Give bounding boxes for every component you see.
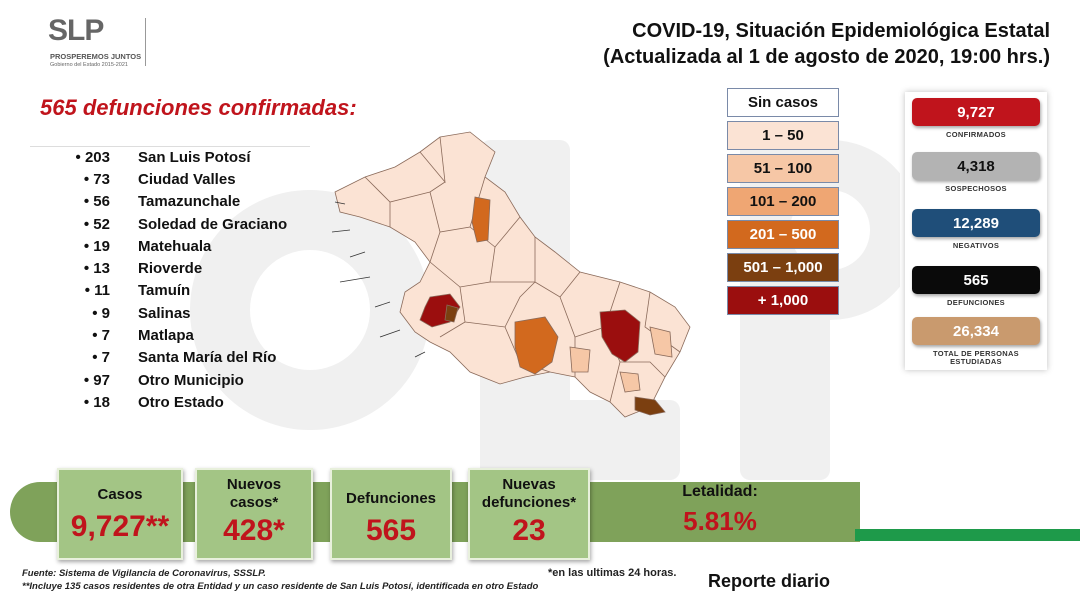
- municipality-name: Tamazunchale: [138, 193, 241, 211]
- list-item: • 9 Salinas: [30, 302, 310, 324]
- death-count: • 13: [83, 260, 110, 278]
- card-nuevas-defunciones-value: 23: [512, 514, 546, 547]
- logo-slogan: PROSPEREMOS JUNTOS: [50, 52, 142, 61]
- card-nuevas-defunciones-label-1: Nuevas: [502, 476, 556, 493]
- municipality-name: Tamuín: [138, 282, 191, 300]
- death-count: • 97: [83, 371, 110, 389]
- card-defunciones: Defunciones 565: [330, 468, 452, 560]
- death-count: • 56: [83, 193, 110, 211]
- municipality-name: Rioverde: [138, 260, 203, 278]
- stat-block: 26,334 TOTAL DE PERSONAS ESTUDIADAS: [912, 317, 1040, 366]
- list-item: • 11 Tamuín: [30, 280, 310, 302]
- list-item: • 7 Santa María del Río: [30, 347, 310, 369]
- stat-label: NEGATIVOS: [952, 241, 1000, 250]
- stat-block: 4,318 SOSPECHOSOS: [912, 152, 1040, 193]
- page-title: COVID-19, Situación Epidemiológica Estat…: [603, 18, 1050, 70]
- list-item: • 97 Otro Municipio: [30, 369, 310, 391]
- stat-label: SOSPECHOSOS: [945, 184, 1007, 193]
- death-count: • 19: [83, 237, 110, 255]
- list-item: • 18 Otro Estado: [30, 391, 310, 413]
- list-item: • 56 Tamazunchale: [30, 191, 310, 213]
- card-nuevas-defunciones-label-2: defunciones*: [481, 494, 577, 511]
- legend-item: Sin casos: [727, 88, 839, 117]
- list-item: • 73 Ciudad Valles: [30, 168, 310, 190]
- death-count: • 203: [75, 149, 110, 167]
- death-count: • 18: [83, 393, 110, 411]
- stats-panel: 9,727 CONFIRMADOS 4,318 SOSPECHOSOS 12,289 NE…: [905, 92, 1047, 370]
- deaths-headline: 565 defunciones confirmadas:: [40, 95, 357, 120]
- card-nuevos-casos: Nuevos casos* 428*: [195, 468, 313, 560]
- summary-band-line: [855, 529, 1080, 541]
- death-count: • 11: [84, 282, 110, 300]
- title-line-1: COVID-19, Situación Epidemiológica Estat…: [632, 20, 1050, 42]
- list-item: • 19 Matehuala: [30, 235, 310, 257]
- stat-value: 4,318: [912, 152, 1040, 180]
- letalidad-label: Letalidad:: [682, 483, 758, 500]
- stat-value: 9,727: [912, 98, 1040, 126]
- logo-divider: [145, 18, 146, 66]
- report-label: Reporte diario: [708, 571, 831, 591]
- municipality-name: Salinas: [138, 304, 191, 322]
- stat-block: 9,727 CONFIRMADOS: [912, 98, 1040, 139]
- municipality-name: Otro Municipio: [138, 371, 244, 389]
- list-item: • 52 Soledad de Graciano: [30, 213, 310, 235]
- stat-block: 565 DEFUNCIONES: [912, 266, 1040, 307]
- title-line-2: (Actualizada al 1 de agosto de 2020, 19:…: [603, 46, 1050, 68]
- logo-subtitle: Gobierno del Estado 2015-2021: [50, 62, 128, 68]
- card-nuevos-casos-label-1: Nuevos: [226, 476, 282, 493]
- slp-logo: SLP PROSPEREMOS JUNTOS Gobierno del Esta…: [48, 14, 158, 72]
- logo-wordmark: SLP: [48, 14, 104, 47]
- stat-block: 12,289 NEGATIVOS: [912, 209, 1040, 250]
- stat-value: 12,289: [912, 209, 1040, 237]
- state-map: [331, 131, 691, 418]
- card-casos-label: Casos: [97, 486, 143, 503]
- legend-item: 101 – 200: [727, 187, 839, 216]
- stat-label: TOTAL DE PERSONAS ESTUDIADAS: [933, 349, 1019, 366]
- death-count: • 7: [92, 327, 110, 345]
- death-count: • 73: [83, 170, 110, 188]
- stat-value: 565: [912, 266, 1040, 294]
- map-legend: Sin casos 1 – 50 51 – 100 101 – 200 201 – 50…: [727, 88, 839, 319]
- stat-label: CONFIRMADOS: [946, 130, 1006, 139]
- card-defunciones-label: Defunciones: [345, 490, 436, 507]
- letalidad-value: 5.81%: [683, 506, 757, 536]
- municipality-name: Soledad de Graciano: [138, 215, 288, 233]
- death-count: • 7: [92, 349, 110, 367]
- card-casos-value: 9,727**: [70, 510, 170, 543]
- municipality-name: Santa María del Río: [138, 349, 277, 367]
- municipality-name: Matehuala: [138, 237, 212, 255]
- card-defunciones-value: 565: [365, 514, 417, 547]
- card-nuevos-casos-value: 428*: [223, 514, 285, 547]
- cases-footnote: **Incluye 135 casos residentes de otra E…: [22, 581, 539, 592]
- list-item: • 7 Matlapa: [30, 324, 310, 346]
- death-count: • 9: [92, 304, 110, 322]
- municipality-name: San Luis Potosí: [138, 149, 251, 167]
- municipality-name: Otro Estado: [138, 393, 224, 411]
- legend-item: 501 – 1,000: [727, 253, 839, 282]
- card-casos: Casos 9,727**: [57, 468, 183, 560]
- legend-item: + 1,000: [727, 286, 839, 315]
- deaths-by-municipality-list: • 203 San Luis Potosí • 73 Ciudad Valles • 5…: [30, 146, 310, 414]
- stat-value: 26,334: [912, 317, 1040, 345]
- legend-item: 51 – 100: [727, 154, 839, 183]
- card-nuevos-casos-label-2: casos*: [229, 494, 279, 511]
- municipality-name: Matlapa: [138, 327, 194, 345]
- legend-item: 1 – 50: [727, 121, 839, 150]
- list-item: • 13 Rioverde: [30, 257, 310, 279]
- death-count: • 52: [83, 215, 110, 233]
- card-nuevas-defunciones: Nuevas defunciones* 23: [468, 468, 590, 560]
- municipality-name: Ciudad Valles: [138, 170, 236, 188]
- list-item: • 203 San Luis Potosí: [30, 146, 310, 168]
- legend-item: 201 – 500: [727, 220, 839, 249]
- stat-label: DEFUNCIONES: [947, 298, 1005, 307]
- asterisk-footnote: *en las ultimas 24 horas.: [548, 567, 677, 579]
- source-footnote: Fuente: Sistema de Vigilancia de Coronav…: [22, 568, 266, 579]
